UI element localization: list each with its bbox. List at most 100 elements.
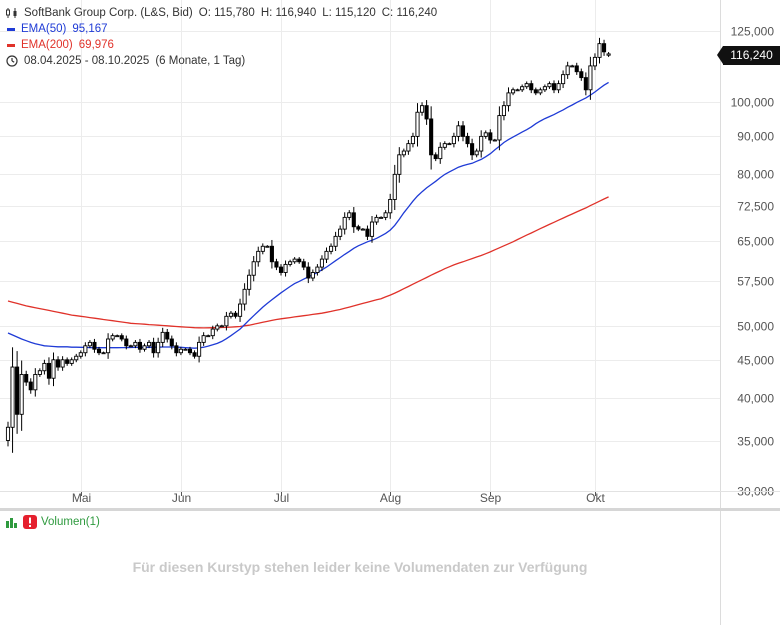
candle-body [65,359,70,364]
candle-body [28,381,33,391]
candle-body [570,65,575,68]
candle-body [456,125,461,137]
candle-body [69,359,74,364]
high-value: H: 116,940 [260,7,317,19]
candle-body [233,312,238,317]
candle-body [260,245,265,252]
pane-separator [0,508,780,511]
candle-series [5,37,611,453]
candle-body [251,261,256,276]
candle-body [561,74,566,85]
candle-body [215,325,220,330]
candle-body [533,89,538,94]
period-range: 08.04.2025 - 08.10.2025 [24,55,150,67]
candle-body [447,143,452,146]
candle-body [551,83,557,91]
legend-ema50-row[interactable]: EMA(50) 95,167 [5,21,443,37]
clock-icon [6,55,18,67]
legend-instrument-row: SoftBank Group Corp. (L&S, Bid) O: 115,7… [5,5,443,21]
ema200-line [7,196,609,329]
y-tick-label: 65,000 [737,235,774,249]
candle-body [178,348,183,354]
candle-body [342,216,347,230]
ema50-series [7,81,609,349]
candle-body [19,374,24,415]
candle-body [588,65,593,91]
candle-body [137,341,143,350]
candle-body [360,228,365,231]
candle-body [474,150,479,156]
candle-body [228,312,234,317]
candle-body [156,341,161,354]
candle-body [51,359,56,379]
candle-body [383,212,388,218]
ema200-value: 69,976 [78,39,114,51]
ema50-swatch [7,27,15,31]
y-tick-label: 80,000 [737,168,774,182]
y-tick-label: 57,500 [737,275,774,289]
candle-body [15,366,20,415]
y-tick-label: 90,000 [737,130,774,144]
y-tick-label: 35,000 [737,435,774,449]
volume-legend[interactable]: Volumen(1) [5,515,100,529]
x-tick-label: Sep [480,491,502,505]
candle-body [492,139,497,142]
candle-body [106,338,111,354]
candle-body [297,258,302,263]
candle-body [392,173,397,200]
candle-body [501,105,507,117]
candle-body [511,89,516,94]
candle-body [520,86,525,91]
ema50-label: EMA(50) [21,23,67,35]
candle-body [406,143,411,152]
warning-icon [23,515,37,529]
candle-body [24,374,29,383]
chart-legend: SoftBank Group Corp. (L&S, Bid) O: 115,7… [5,5,443,69]
candle-body [115,335,120,338]
candle-body [37,370,42,375]
x-tick-label: Jul [274,491,289,505]
grid [0,0,720,492]
volume-label: Volumen(1) [41,516,100,528]
candle-body [242,288,247,305]
candlestick-icon [6,8,17,18]
candle-body [574,65,579,73]
candle-body [92,341,97,350]
candle-body [565,65,570,76]
candle-body [410,135,416,145]
bar-chart-icon [6,517,17,528]
candle-body [278,266,284,273]
candle-body [442,143,447,148]
candle-body [333,235,338,247]
candle-body [301,261,306,268]
candle-body [379,216,384,219]
legend-ema200-row[interactable]: EMA(200) 69,976 [5,37,443,53]
last-price-tag: 116,240 [717,46,780,65]
open-value: O: 115,780 [198,7,255,19]
candle-body [274,261,279,268]
x-tick-label: Okt [586,491,605,505]
candle-body [310,272,315,279]
candle-body [506,92,511,107]
low-value: L: 115,120 [322,7,376,19]
candle-body [324,250,329,260]
candle-body [465,135,470,145]
candle-body [210,328,215,337]
instrument-name: SoftBank Group Corp. (L&S, Bid) [24,7,193,19]
y-tick-label: 40,000 [737,392,774,406]
candle-body [397,154,402,175]
x-tick-label: Jun [172,491,191,505]
candle-body [306,266,311,279]
candle-body [365,228,370,237]
candle-body [10,366,15,428]
candle-body [237,303,243,317]
candle-body [602,43,607,53]
period-note: (6 Monate, 1 Tag) [155,55,246,67]
volume-no-data-message: Für diesen Kurstyp stehen leider keine V… [132,559,588,575]
candle-body [515,89,520,92]
candle-body [74,355,79,361]
close-value: C: 116,240 [381,7,438,19]
